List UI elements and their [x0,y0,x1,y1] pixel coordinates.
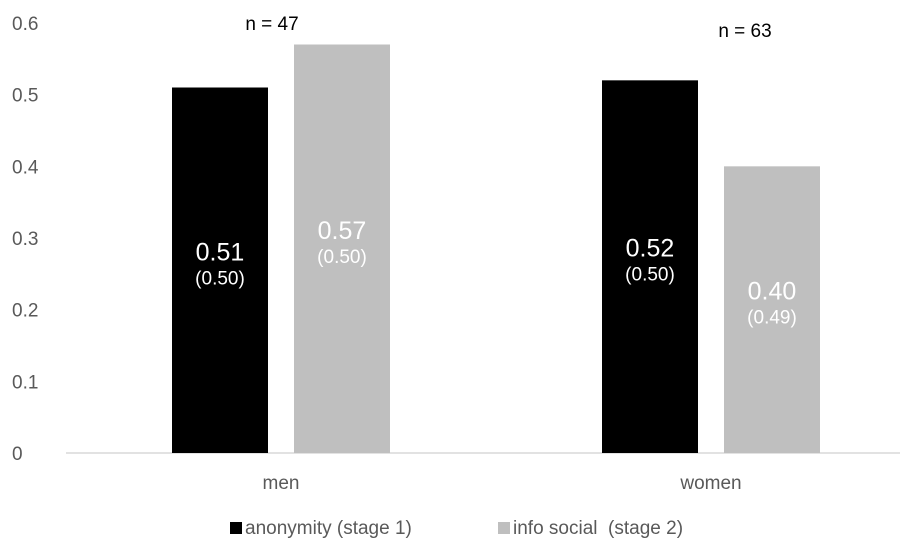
y-tick-label: 0.6 [12,14,38,35]
data-label-women-series-1: 0.52 [626,235,675,263]
data-label-men-series-2: 0.57 [318,217,367,245]
bar-men-series-2 [294,44,390,453]
legend-swatch-series-2 [498,522,510,534]
sd-label-women-series-1: (0.50) [625,265,675,286]
legend-label-series-2: info social (stage 2) [513,518,683,539]
sd-label-women-series-2: (0.49) [747,308,797,329]
x-tick-label-women: women [679,473,741,494]
sd-label-men-series-2: (0.50) [317,247,367,268]
y-tick-label: 0.5 [12,86,38,107]
legend-swatch-series-1 [230,522,242,534]
group-annotation-women: n = 63 [718,21,771,42]
legend-label-series-1: anonymity (stage 1) [245,518,412,539]
y-tick-label: 0 [12,444,23,465]
legend: anonymity (stage 1) info social (stage 2) [230,518,683,539]
data-label-men-series-1: 0.51 [196,238,245,266]
label-layer: 0.51(0.50)0.52(0.50)0.57(0.50)0.40(0.49)… [195,14,797,329]
group-annotation-men: n = 47 [245,14,298,35]
data-label-women-series-2: 0.40 [748,278,797,306]
bar-layer [172,44,820,454]
y-tick-label: 0.4 [12,157,39,178]
y-tick-label: 0.2 [12,301,38,322]
bar-men-series-1 [172,87,268,453]
x-tick-label-men: men [263,473,300,494]
sd-label-men-series-1: (0.50) [195,268,245,289]
y-tick-label: 0.3 [12,229,38,250]
bar-women-series-2 [724,166,820,454]
y-tick-label: 0.1 [12,372,38,393]
bar-women-series-1 [602,80,698,453]
